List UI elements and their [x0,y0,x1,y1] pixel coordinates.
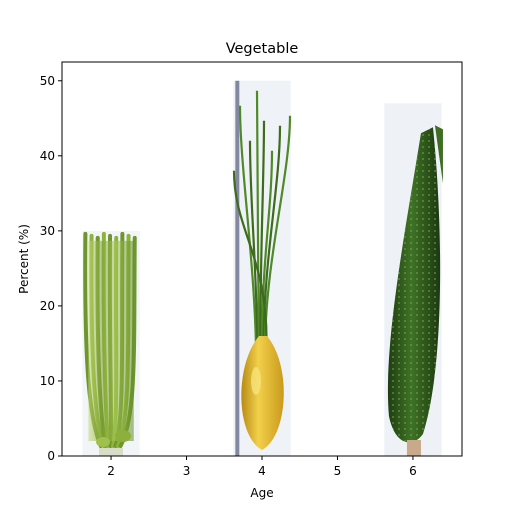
bar-green-onion [232,80,292,456]
x-tick-label: 6 [409,464,417,478]
y-tick-label: 40 [40,149,55,163]
chart-title: Vegetable [226,41,299,57]
axes-layer: 2 3 4 5 6 0 10 20 30 40 50 [40,61,463,478]
bars-layer [82,80,443,457]
x-tick-label: 5 [334,464,342,478]
y-tick-label: 50 [40,74,55,88]
y-tick-label: 10 [40,374,55,388]
x-tick-label: 3 [183,464,191,478]
x-tick-label: 2 [107,464,115,478]
y-tick-label: 0 [47,449,55,463]
x-axis-label: Age [250,486,273,500]
y-tick-label: 20 [40,299,55,313]
y-tick-label: 30 [40,224,55,238]
bar-cucumber [384,103,443,457]
x-tick-label: 4 [258,464,266,478]
y-axis-label: Percent (%) [17,224,31,294]
bar-celery [82,230,140,456]
